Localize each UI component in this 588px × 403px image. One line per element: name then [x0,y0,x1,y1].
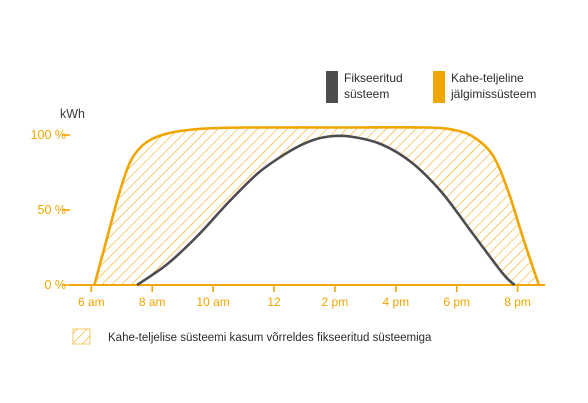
x-tick-label: 4 pm [382,295,409,309]
fixed-area-mask [137,135,515,285]
x-tick-label: 6 pm [443,295,470,309]
gain-hatched-area [94,127,539,286]
x-tick-labels: 6 am 8 am 10 am 12 2 pm 4 pm 6 pm 8 pm [78,285,531,309]
y-tick-label: 100 % [31,128,66,142]
legend-swatch-tracking [433,71,445,103]
series-line-fixed [136,134,516,287]
gain-legend: Kahe-teljelise süsteemi kasum võrreldes … [72,328,432,345]
y-axis: 0 % 50 % 100 % [31,128,70,292]
legend-label-tracking-line2: jälgimissüsteem [450,87,536,101]
x-tick-label: 8 pm [504,295,531,309]
x-tick-label: 8 am [139,295,166,309]
legend-label-fixed-line2: süsteem [344,87,389,101]
legend-label-tracking-line1: Kahe-teljeline [451,71,524,85]
x-tick-label: 10 am [196,295,229,309]
series-line-tracking [93,125,541,286]
legend: Fikseeritud süsteem Kahe-teljeline jälgi… [326,71,536,103]
legend-label-fixed-line1: Fikseeritud [344,71,403,85]
x-tick-label: 12 [267,295,281,309]
legend-swatch-fixed [326,71,338,103]
gain-legend-label: Kahe-teljelise süsteemi kasum võrreldes … [108,332,432,344]
gain-legend-swatch [72,328,91,345]
y-tick-label: 50 % [38,203,67,217]
y-tick-label: 0 % [44,278,66,292]
x-tick-label: 2 pm [322,295,349,309]
y-axis-label: kWh [60,107,85,121]
series-lines [93,125,541,287]
x-tick-label: 6 am [78,295,105,309]
